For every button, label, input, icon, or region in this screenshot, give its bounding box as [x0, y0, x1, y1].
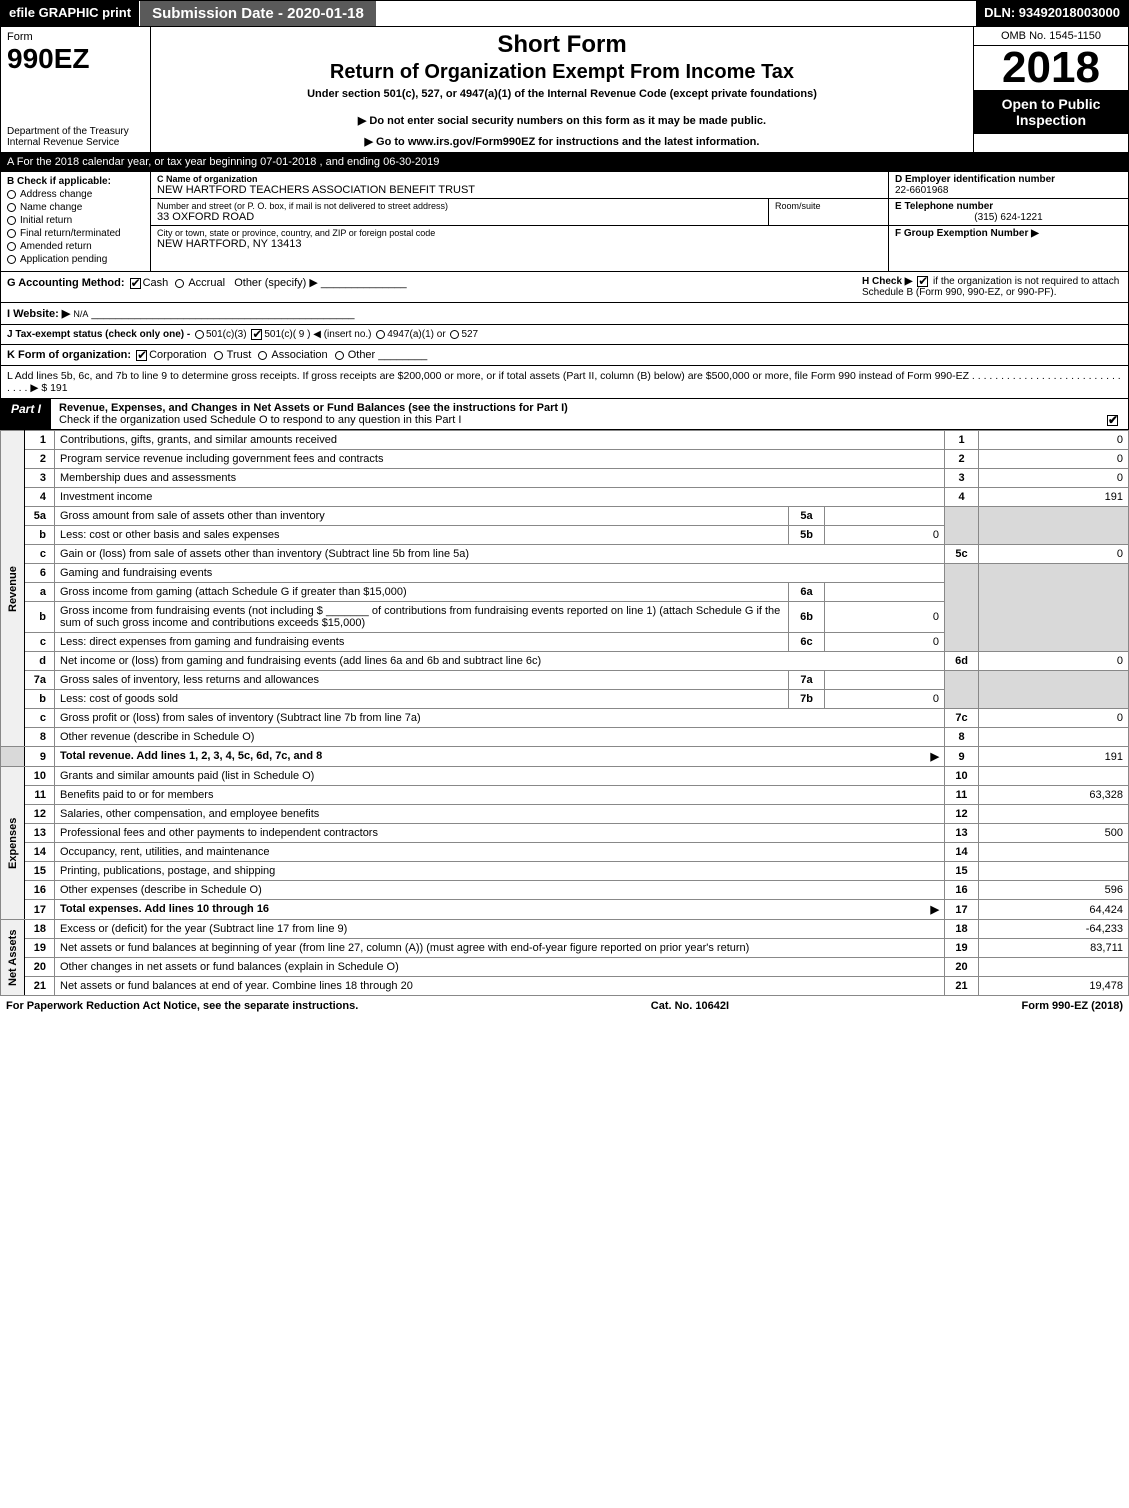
- section-l: L Add lines 5b, 6c, and 7b to line 9 to …: [0, 366, 1129, 399]
- tax-year: 2018: [974, 46, 1128, 90]
- j-label: J Tax-exempt status (check only one) -: [7, 329, 190, 340]
- box-b-title: B Check if applicable:: [7, 176, 144, 187]
- website-value: N/A: [73, 309, 88, 319]
- checkbox-initial-return[interactable]: [7, 216, 16, 225]
- checkbox-527[interactable]: [450, 330, 459, 339]
- form-word: Form: [7, 31, 144, 43]
- k-label: K Form of organization:: [7, 349, 131, 361]
- part1-title: Revenue, Expenses, and Changes in Net As…: [59, 402, 568, 414]
- checkbox-name-change[interactable]: [7, 203, 16, 212]
- checkbox-address-change[interactable]: [7, 190, 16, 199]
- checkbox-app-pending[interactable]: [7, 255, 16, 264]
- city-label: City or town, state or province, country…: [157, 228, 882, 238]
- website-label: I Website: ▶: [7, 308, 70, 320]
- dln-label: DLN: 93492018003000: [976, 1, 1128, 26]
- checkbox-assoc[interactable]: [258, 351, 267, 360]
- section-i: I Website: ▶ N/A _______________________…: [0, 303, 1129, 325]
- section-j: J Tax-exempt status (check only one) - 5…: [0, 325, 1129, 345]
- group-exemption: F Group Exemption Number ▶: [889, 226, 1128, 241]
- checkbox-amended[interactable]: [7, 242, 16, 251]
- tel-label: E Telephone number: [895, 201, 1122, 212]
- open-public: Open to Public Inspection: [974, 90, 1128, 134]
- line-1-value: 0: [979, 431, 1129, 450]
- form-header: Form 990EZ Department of the Treasury In…: [0, 27, 1129, 153]
- checkbox-501c3[interactable]: [195, 330, 204, 339]
- goto-link[interactable]: ▶ Go to www.irs.gov/Form990EZ for instru…: [159, 135, 965, 148]
- ein-label: D Employer identification number: [895, 174, 1122, 185]
- efile-label: efile GRAPHIC print: [1, 1, 139, 26]
- row-a-taxyear: A For the 2018 calendar year, or tax yea…: [0, 153, 1129, 172]
- checkbox-final-return[interactable]: [7, 229, 16, 238]
- submission-date: Submission Date - 2020-01-18: [139, 1, 377, 26]
- expenses-side: Expenses: [1, 767, 25, 920]
- box-b: B Check if applicable: Address change Na…: [1, 172, 151, 271]
- form-number: 990EZ: [7, 43, 144, 75]
- checkbox-501c[interactable]: [251, 329, 262, 340]
- section-g-h: G Accounting Method: Cash Accrual Other …: [0, 272, 1129, 303]
- box-c: C Name of organization NEW HARTFORD TEAC…: [151, 172, 888, 271]
- part1-check: Check if the organization used Schedule …: [59, 414, 461, 426]
- g-label: G Accounting Method:: [7, 277, 125, 289]
- org-name-label: C Name of organization: [157, 174, 882, 184]
- section-k: K Form of organization: Corporation Trus…: [0, 345, 1129, 366]
- part1-header: Part I Revenue, Expenses, and Changes in…: [0, 399, 1129, 430]
- info-block: B Check if applicable: Address change Na…: [0, 172, 1129, 272]
- ssn-notice: ▶ Do not enter social security numbers o…: [159, 114, 965, 127]
- org-name: NEW HARTFORD TEACHERS ASSOCIATION BENEFI…: [157, 184, 882, 196]
- return-title: Return of Organization Exempt From Incom…: [159, 61, 965, 84]
- cat-no: Cat. No. 10642I: [651, 1000, 729, 1012]
- form-ref: Form 990-EZ (2018): [1022, 1000, 1123, 1012]
- ein-value: 22-6601968: [895, 185, 1122, 196]
- checkbox-other[interactable]: [335, 351, 344, 360]
- page-footer: For Paperwork Reduction Act Notice, see …: [0, 996, 1129, 1016]
- main-table: Revenue 1 Contributions, gifts, grants, …: [0, 430, 1129, 996]
- checkbox-trust[interactable]: [214, 351, 223, 360]
- part1-label: Part I: [1, 399, 51, 429]
- checkbox-accrual[interactable]: [175, 279, 184, 288]
- addr-value: 33 OXFORD ROAD: [157, 211, 762, 223]
- addr-label: Number and street (or P. O. box, if mail…: [157, 201, 762, 211]
- under-section: Under section 501(c), 527, or 4947(a)(1)…: [159, 88, 965, 100]
- checkbox-corp[interactable]: [136, 350, 147, 361]
- dept-label: Department of the Treasury Internal Reve…: [7, 126, 144, 148]
- top-bar: efile GRAPHIC print Submission Date - 20…: [0, 0, 1129, 27]
- part1-checkbox[interactable]: [1107, 415, 1118, 426]
- line-1-text: Contributions, gifts, grants, and simila…: [55, 431, 945, 450]
- h-label: H Check ▶: [862, 276, 912, 287]
- short-form-title: Short Form: [159, 31, 965, 59]
- tel-value: (315) 624-1221: [895, 212, 1122, 223]
- paperwork-notice: For Paperwork Reduction Act Notice, see …: [6, 1000, 358, 1012]
- city-value: NEW HARTFORD, NY 13413: [157, 238, 882, 250]
- room-label: Room/suite: [768, 199, 888, 225]
- checkbox-h[interactable]: [917, 276, 928, 287]
- revenue-side: Revenue: [1, 431, 25, 747]
- box-d: D Employer identification number 22-6601…: [888, 172, 1128, 271]
- netassets-side: Net Assets: [1, 920, 25, 996]
- checkbox-cash[interactable]: [130, 278, 141, 289]
- checkbox-4947[interactable]: [376, 330, 385, 339]
